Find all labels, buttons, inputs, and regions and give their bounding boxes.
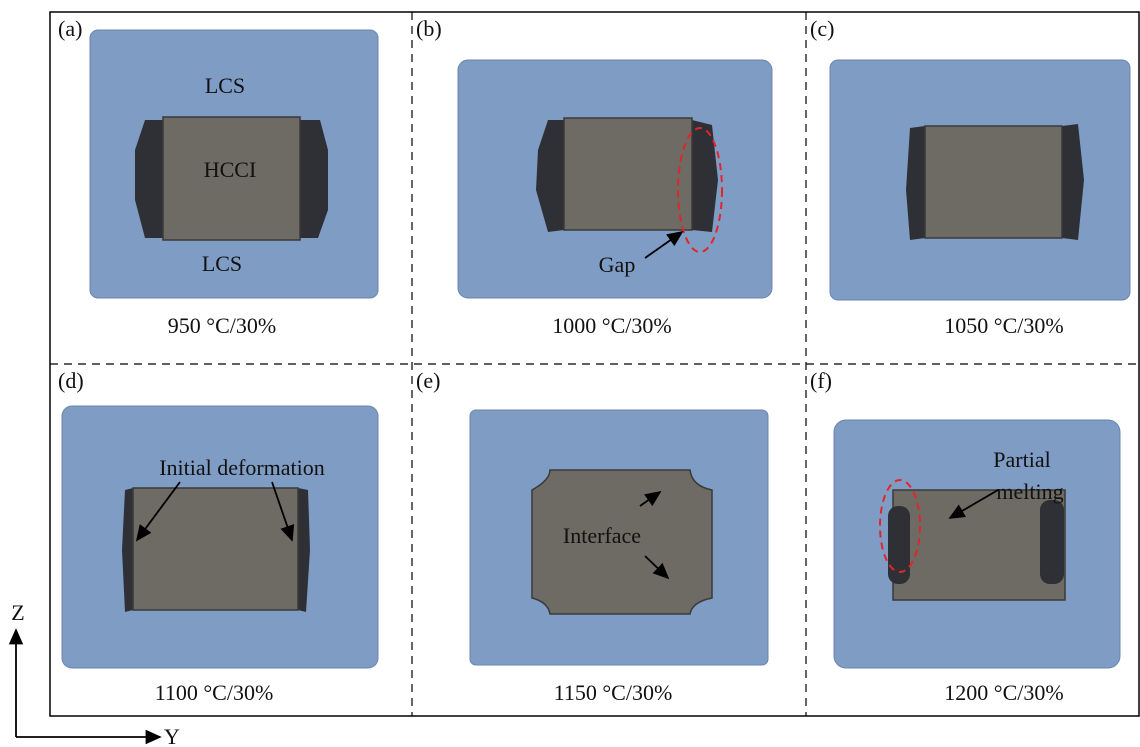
photo <box>830 60 1130 300</box>
panel-label: (b) <box>416 16 442 41</box>
axis-label: Y <box>164 724 180 747</box>
caption: 1200 °C/30% <box>944 680 1063 705</box>
annotation: Partial <box>993 447 1050 472</box>
panel-label: (c) <box>810 16 834 41</box>
caption: 1050 °C/30% <box>944 313 1063 338</box>
caption: 1150 °C/30% <box>554 680 673 705</box>
annotation: melting <box>996 479 1063 504</box>
annotation: LCS <box>205 73 245 98</box>
figure: (a) LCS HCCI LCS 950 °C/30% (b) Gap 1000… <box>0 0 1140 747</box>
photo <box>62 406 378 668</box>
caption: 950 °C/30% <box>168 313 276 338</box>
axis-label: Z <box>11 600 24 625</box>
panel-label: (f) <box>810 368 832 393</box>
panel-label: (d) <box>58 368 84 393</box>
annotation: Interface <box>563 523 641 548</box>
caption: 1100 °C/30% <box>155 680 274 705</box>
panel-label: (a) <box>58 16 82 41</box>
annotation: Initial deformation <box>159 455 325 480</box>
annotation: LCS <box>202 251 242 276</box>
panel-label: (e) <box>416 368 440 393</box>
caption: 1000 °C/30% <box>552 313 671 338</box>
annotation: Gap <box>599 252 636 277</box>
annotation: HCCI <box>204 157 257 182</box>
photo <box>834 420 1120 668</box>
